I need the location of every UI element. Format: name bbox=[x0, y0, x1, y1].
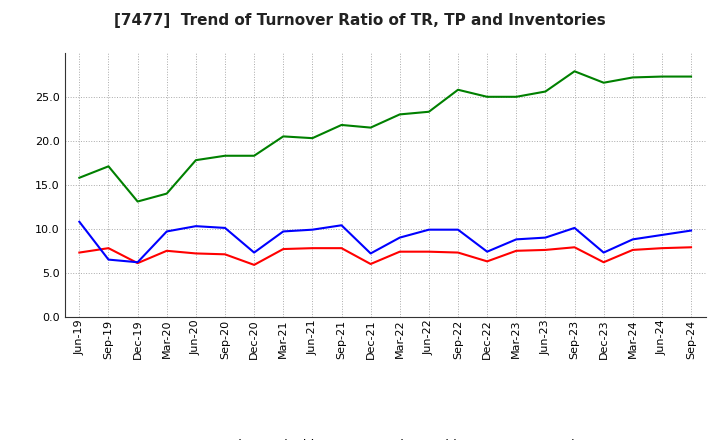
Trade Receivables bbox=[629, 247, 637, 253]
Trade Payables bbox=[454, 227, 462, 232]
Inventories bbox=[104, 164, 113, 169]
Trade Receivables bbox=[75, 250, 84, 255]
Inventories bbox=[163, 191, 171, 196]
Trade Payables bbox=[308, 227, 317, 232]
Inventories bbox=[512, 94, 521, 99]
Inventories bbox=[395, 112, 404, 117]
Trade Receivables bbox=[337, 246, 346, 251]
Inventories bbox=[541, 89, 550, 94]
Trade Receivables bbox=[657, 246, 666, 251]
Trade Receivables bbox=[541, 247, 550, 253]
Trade Payables bbox=[629, 237, 637, 242]
Trade Receivables bbox=[512, 248, 521, 253]
Inventories bbox=[425, 109, 433, 114]
Inventories bbox=[629, 75, 637, 80]
Inventories bbox=[308, 136, 317, 141]
Trade Payables bbox=[337, 223, 346, 228]
Trade Receivables bbox=[599, 260, 608, 265]
Inventories bbox=[337, 122, 346, 128]
Inventories bbox=[250, 153, 258, 158]
Trade Receivables bbox=[308, 246, 317, 251]
Trade Payables bbox=[657, 232, 666, 238]
Trade Payables bbox=[279, 229, 287, 234]
Trade Receivables bbox=[250, 262, 258, 268]
Trade Payables bbox=[541, 235, 550, 240]
Inventories bbox=[366, 125, 375, 130]
Trade Payables bbox=[104, 257, 113, 262]
Trade Receivables bbox=[133, 260, 142, 266]
Trade Payables bbox=[599, 250, 608, 255]
Trade Receivables bbox=[570, 245, 579, 250]
Trade Receivables bbox=[163, 248, 171, 253]
Trade Payables bbox=[250, 250, 258, 255]
Trade Receivables bbox=[192, 251, 200, 256]
Trade Receivables bbox=[454, 250, 462, 255]
Trade Payables bbox=[425, 227, 433, 232]
Trade Receivables bbox=[366, 261, 375, 267]
Trade Receivables bbox=[104, 246, 113, 251]
Trade Receivables bbox=[220, 252, 229, 257]
Trade Receivables bbox=[279, 246, 287, 252]
Inventories bbox=[75, 175, 84, 180]
Inventories bbox=[570, 69, 579, 74]
Line: Inventories: Inventories bbox=[79, 71, 691, 202]
Text: [7477]  Trend of Turnover Ratio of TR, TP and Inventories: [7477] Trend of Turnover Ratio of TR, TP… bbox=[114, 13, 606, 28]
Inventories bbox=[192, 158, 200, 163]
Inventories bbox=[657, 74, 666, 79]
Inventories bbox=[687, 74, 696, 79]
Trade Payables bbox=[220, 225, 229, 231]
Trade Payables bbox=[687, 228, 696, 233]
Trade Payables bbox=[192, 224, 200, 229]
Trade Payables bbox=[163, 229, 171, 234]
Inventories bbox=[483, 94, 492, 99]
Line: Trade Payables: Trade Payables bbox=[79, 222, 691, 262]
Trade Payables bbox=[512, 237, 521, 242]
Inventories bbox=[599, 80, 608, 85]
Trade Payables bbox=[395, 235, 404, 240]
Inventories bbox=[133, 199, 142, 204]
Legend: Trade Receivables, Trade Payables, Inventories: Trade Receivables, Trade Payables, Inven… bbox=[176, 434, 595, 440]
Trade Payables bbox=[133, 260, 142, 265]
Trade Receivables bbox=[687, 245, 696, 250]
Trade Payables bbox=[75, 219, 84, 224]
Trade Payables bbox=[366, 251, 375, 256]
Inventories bbox=[454, 87, 462, 92]
Line: Trade Receivables: Trade Receivables bbox=[79, 247, 691, 265]
Trade Payables bbox=[483, 249, 492, 254]
Trade Receivables bbox=[425, 249, 433, 254]
Inventories bbox=[279, 134, 287, 139]
Trade Receivables bbox=[483, 259, 492, 264]
Inventories bbox=[220, 153, 229, 158]
Trade Payables bbox=[570, 225, 579, 231]
Trade Receivables bbox=[395, 249, 404, 254]
